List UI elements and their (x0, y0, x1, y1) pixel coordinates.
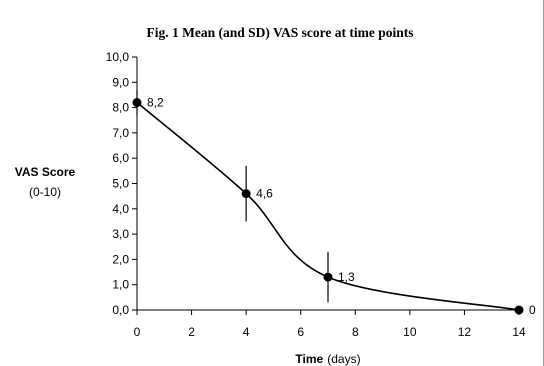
x-ticks: 0 2 4 6 8 10 12 14 (134, 310, 526, 339)
y-axis-label-sub: (0-10) (29, 185, 61, 199)
y-ticks: 0,0 1,0 2,0 3,0 4,0 5,0 6,0 7,0 8,0 9,0 10,0 (106, 50, 137, 317)
y-axis-label: VAS Score (0-10) (15, 165, 76, 199)
y-tick-label: 2,0 (112, 252, 129, 266)
y-tick-label: 9,0 (112, 75, 129, 89)
data-point (323, 272, 333, 282)
data-label: 0 (529, 303, 536, 317)
x-tick-label: 8 (352, 325, 359, 339)
x-tick-label: 12 (458, 325, 472, 339)
x-tick-label: 0 (134, 325, 141, 339)
data-point (241, 189, 251, 199)
y-tick-label: 1,0 (112, 278, 129, 292)
data-point (514, 305, 524, 315)
data-label: 4,6 (256, 187, 273, 201)
x-axis-label-unit: (days) (327, 352, 360, 366)
x-tick-label: 14 (512, 325, 526, 339)
x-axis-label-main: Time (295, 352, 323, 366)
x-axis-label: Time (days) (295, 352, 360, 366)
y-tick-label: 7,0 (112, 126, 129, 140)
x-tick-label: 4 (243, 325, 250, 339)
x-tick-label: 2 (188, 325, 195, 339)
y-tick-label: 0,0 (112, 303, 129, 317)
x-tick-label: 10 (403, 325, 417, 339)
data-label: 8,2 (147, 96, 164, 110)
series-layer: 8,2 4,6 1,3 0 (132, 89, 536, 317)
y-tick-label: 10,0 (106, 50, 130, 64)
data-point (132, 98, 142, 108)
x-tick-label: 6 (297, 325, 304, 339)
y-tick-label: 6,0 (112, 151, 129, 165)
data-label: 1,3 (338, 270, 355, 284)
y-tick-label: 4,0 (112, 202, 129, 216)
y-tick-label: 3,0 (112, 227, 129, 241)
chart-title: Fig. 1 Mean (and SD) VAS score at time p… (146, 25, 413, 40)
y-tick-label: 8,0 (112, 101, 129, 115)
series-line (136, 101, 520, 311)
y-tick-label: 5,0 (112, 177, 129, 191)
y-axis-label-main: VAS Score (15, 165, 76, 179)
